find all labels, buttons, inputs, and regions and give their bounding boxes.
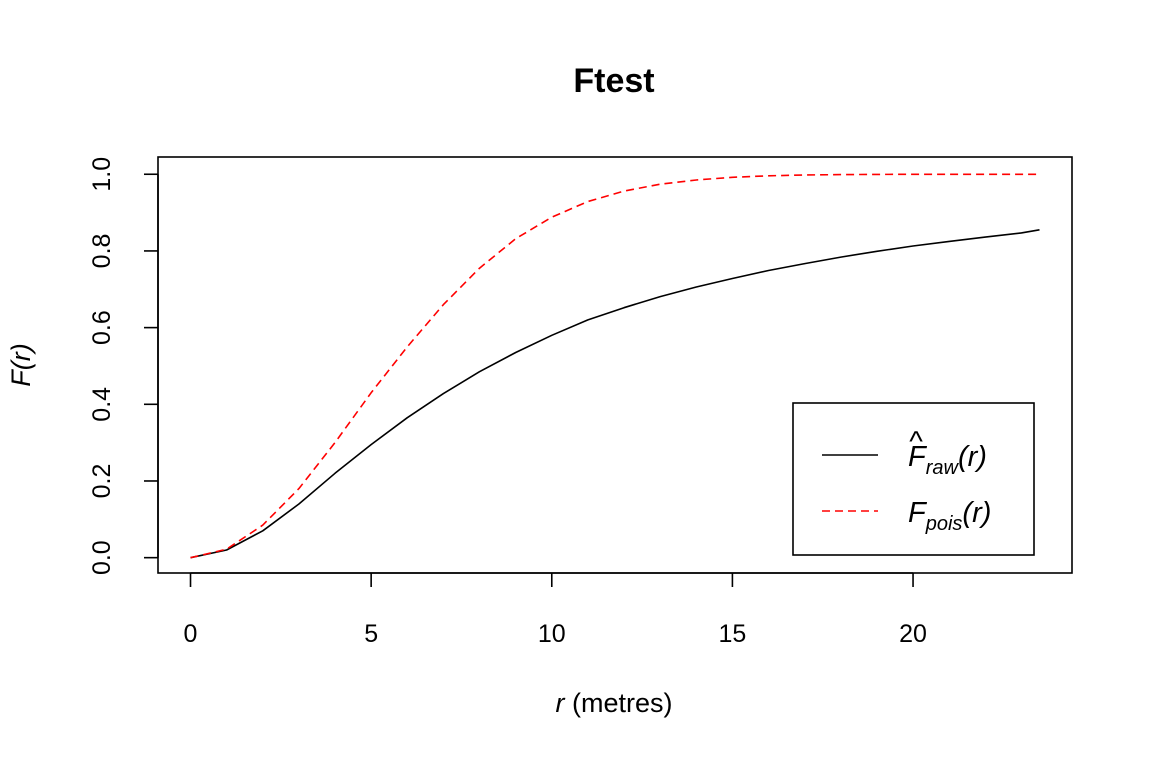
legend-box [792,402,1035,556]
x-tick-label: 10 [538,620,566,648]
y-axis: 0.0 0.2 0.4 0.6 0.8 1.0 [88,157,159,575]
series-line-pois [190,173,1040,559]
legend-label-pois: Fpois(r) [908,497,991,535]
series-line-raw [190,229,1040,559]
x-tick-label: 15 [719,620,747,648]
x-axis-label: r (metres) [556,688,673,718]
x-axis: 0 5 10 15 20 [184,572,927,648]
legend-label-raw: Fraw(r) [908,441,987,479]
y-tick-label: 1.0 [88,157,116,192]
y-axis-label: F(r) [6,343,36,386]
y-tick-label: 0.4 [88,387,116,422]
x-tick-label: 20 [899,620,927,648]
chart-title: Ftest [573,62,654,100]
x-tick-label: 5 [364,620,378,648]
legend: ^ Fraw(r) Fpois(r) [792,402,1035,556]
y-tick-label: 0.0 [88,540,116,575]
y-tick-label: 0.8 [88,234,116,269]
y-tick-label: 0.2 [88,464,116,499]
legend-hat-raw: ^ [909,426,923,458]
x-tick-label: 0 [184,620,198,648]
y-tick-label: 0.6 [88,310,116,345]
series-layer [190,173,1040,559]
